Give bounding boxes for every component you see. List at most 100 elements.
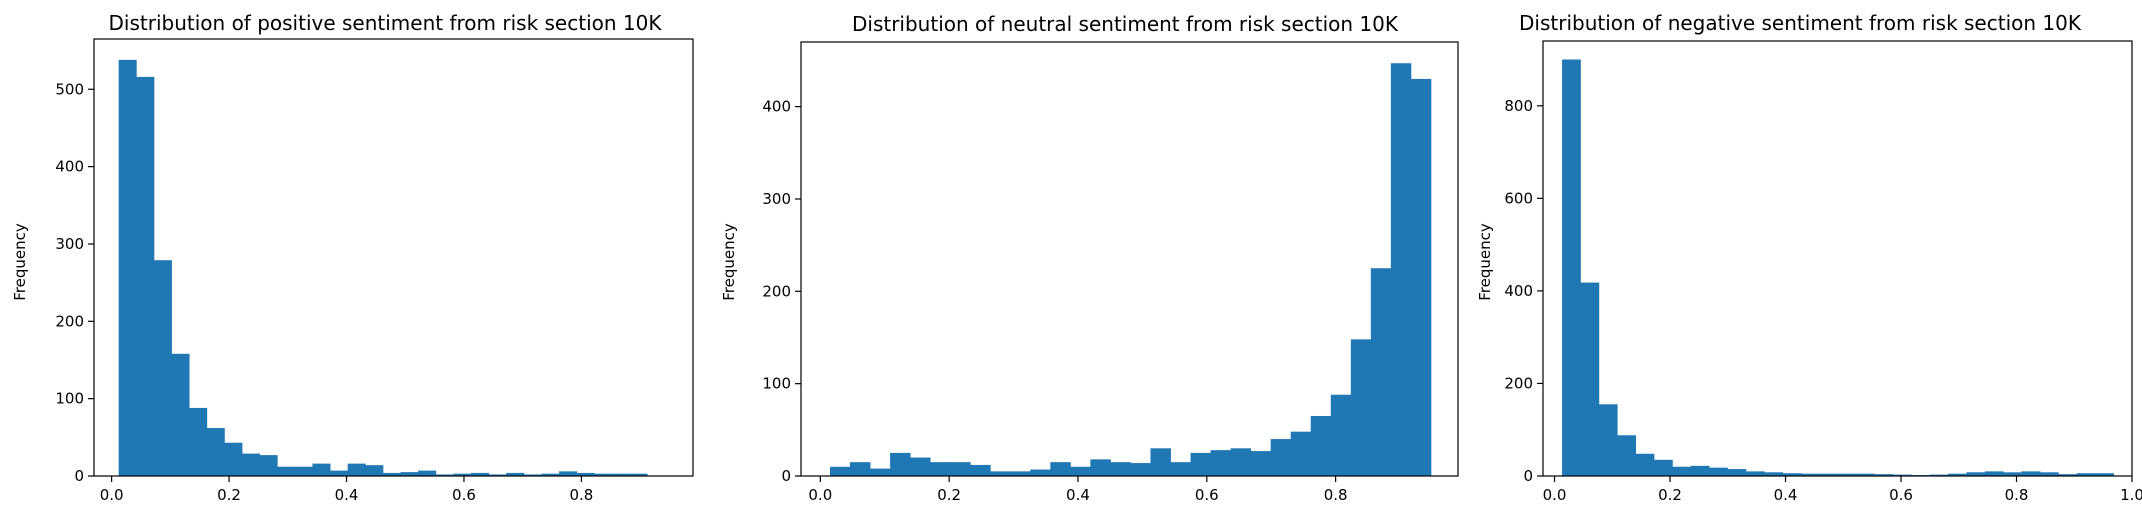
histogram-bar <box>870 468 891 476</box>
x-tick-label: 0.2 <box>937 486 961 504</box>
histogram-bar <box>890 452 911 476</box>
y-axis-ticks: 0 100 200 300 400 <box>762 98 801 485</box>
histogram-bar <box>506 472 525 476</box>
histogram-bar <box>1050 462 1071 476</box>
histogram-bar <box>1598 404 1618 476</box>
histogram-bar <box>1390 63 1412 477</box>
x-tick-label: 0.6 <box>452 486 476 504</box>
x-tick-label: 0.4 <box>1066 486 1090 504</box>
histogram-bar <box>1966 472 1986 476</box>
histogram-bar <box>2095 473 2114 476</box>
chart-title: Distribution of positive sentiment from … <box>109 11 663 35</box>
histogram-bar <box>1745 471 1765 476</box>
x-tick-label: 0.6 <box>1195 486 1219 504</box>
histogram-bar <box>1948 473 1967 476</box>
y-tick-label: 400 <box>1504 282 1533 300</box>
histogram-bar <box>970 464 991 476</box>
histogram-bar <box>118 59 137 476</box>
positive-sentiment-histogram: Distribution of positive sentiment from … <box>11 11 694 504</box>
y-tick-label: 600 <box>1504 189 1533 207</box>
y-tick-label: 0 <box>1523 467 1533 485</box>
plot-frame <box>93 38 694 477</box>
histogram-bar <box>136 76 155 477</box>
y-tick-label: 200 <box>762 282 791 300</box>
histogram-bar <box>829 466 851 476</box>
histogram-bar <box>1290 431 1312 476</box>
histogram-bar <box>1250 451 1272 476</box>
histogram-bar <box>1874 474 1894 476</box>
x-tick-label: 0.6 <box>1889 486 1913 504</box>
histogram-bar <box>1837 473 1857 476</box>
bars <box>118 59 648 477</box>
y-tick-label: 300 <box>55 235 84 253</box>
histogram-bar <box>950 462 971 476</box>
histogram-bar <box>1310 415 1332 476</box>
bars <box>829 63 1432 477</box>
histogram-bar <box>1130 463 1151 476</box>
histogram-bar <box>189 407 208 476</box>
histogram-bar <box>1210 450 1232 476</box>
histogram-bar <box>277 466 296 476</box>
histogram-bar <box>594 473 613 476</box>
histogram-bar <box>1653 459 1673 476</box>
y-tick-label: 0 <box>781 467 791 485</box>
y-tick-label: 0 <box>74 467 84 485</box>
histogram-bar <box>330 470 349 476</box>
histogram-bar <box>1110 462 1131 476</box>
histogram-bar <box>241 453 261 476</box>
histogram-bar <box>259 455 278 476</box>
histogram-bar <box>435 474 454 476</box>
x-axis-ticks: 0.0 0.2 0.4 0.6 0.8 <box>808 476 1348 504</box>
x-axis-ticks: 0.0 0.2 0.4 0.6 0.8 1.0 <box>1543 476 2142 504</box>
histogram-bar <box>1984 471 2004 476</box>
histogram-bar <box>453 473 472 476</box>
chart-title: Distribution of neutral sentiment from r… <box>852 12 1399 36</box>
y-tick-label: 500 <box>55 80 84 98</box>
histogram-bar <box>471 472 490 476</box>
plot-frame <box>1542 40 2133 477</box>
histogram-bar <box>1350 339 1372 476</box>
histogram-bar <box>365 465 384 476</box>
histogram-bar <box>1617 435 1636 476</box>
histogram-bar <box>1635 453 1655 476</box>
histogram-bar <box>990 471 1011 476</box>
histogram-bar <box>1010 471 1031 476</box>
histogram-bar <box>2076 473 2096 476</box>
histogram-bar <box>1892 474 1912 476</box>
histogram-bar <box>1230 448 1252 476</box>
x-tick-label: 0.0 <box>100 486 124 504</box>
y-tick-label: 300 <box>762 190 791 208</box>
histogram-bar <box>850 462 871 476</box>
histogram-bar <box>611 473 630 476</box>
x-tick-label: 0.0 <box>808 486 832 504</box>
histogram-bar <box>576 472 595 476</box>
y-tick-label: 100 <box>762 375 791 393</box>
y-tick-label: 400 <box>762 98 791 116</box>
histogram-bar <box>2003 472 2023 476</box>
histogram-bar <box>312 463 331 476</box>
x-tick-label: 0.0 <box>1543 486 1567 504</box>
histogram-bar <box>347 463 366 476</box>
y-tick-label: 100 <box>55 390 84 408</box>
histogram-bar <box>1709 467 1728 476</box>
histogram-bar <box>1070 466 1091 476</box>
histogram-bar <box>523 474 542 476</box>
histogram-bar <box>206 428 225 476</box>
histogram-bar <box>153 260 172 476</box>
histogram-bar <box>1410 78 1432 476</box>
histogram-bar <box>488 474 507 476</box>
histogram-bar <box>1270 439 1292 476</box>
histogram-bar <box>910 457 931 476</box>
x-tick-label: 0.2 <box>217 486 241 504</box>
histogram-bar <box>1370 268 1392 476</box>
histogram-bar <box>930 462 951 476</box>
histogram-bar <box>2021 471 2041 476</box>
plot-frame <box>800 41 1459 477</box>
y-tick-label: 200 <box>55 312 84 330</box>
x-tick-label: 1.0 <box>2120 486 2142 504</box>
histogram-bar <box>1170 462 1191 476</box>
histogram-bar <box>224 442 243 476</box>
histogram-bar <box>1090 459 1111 476</box>
histogram-bar <box>1330 394 1352 476</box>
